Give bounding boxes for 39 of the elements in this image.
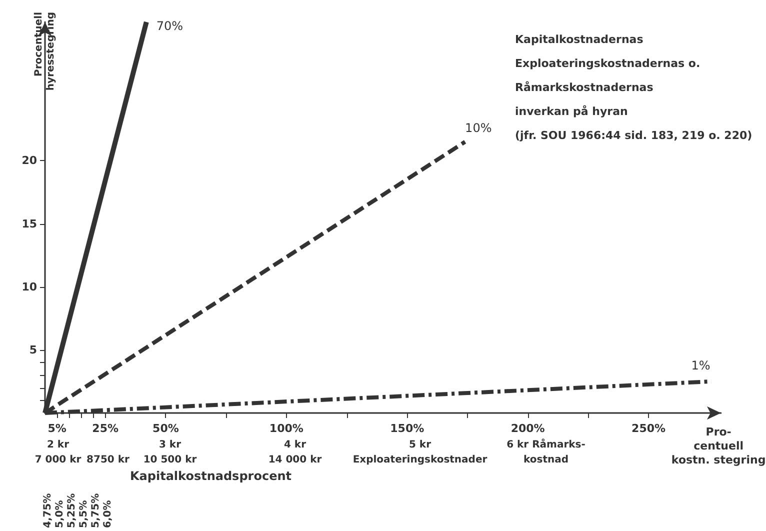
text: 3 kr <box>158 440 182 450</box>
x-tick-label: 100% <box>269 422 304 435</box>
text: 7 000 kr <box>34 454 82 466</box>
x-axis-title: Pro- centuell kostn. stegring <box>671 426 766 466</box>
x-tick-label: 5% <box>48 422 66 435</box>
text: 6,0% <box>102 500 114 528</box>
annotation: inverkan på hyran <box>515 105 628 118</box>
x-tick-label: 200% <box>510 422 545 435</box>
series-label: 10% <box>465 120 492 135</box>
x-tick-label: 150% <box>390 422 424 435</box>
x-tick-label: 50% <box>152 422 179 435</box>
text: 5 kr <box>408 440 432 450</box>
x-tick-label: 25% <box>92 422 119 435</box>
text: 5,0% <box>54 500 66 528</box>
y-tick-label: 20 <box>22 154 38 168</box>
text: kostnad <box>523 454 569 466</box>
x-tick-label: 250% <box>632 422 666 435</box>
series-label: 1% <box>691 358 710 372</box>
text: 14 000 kr <box>268 454 322 466</box>
annotation: Råmarkskostnadernas <box>515 81 654 94</box>
annotation: (jfr. SOU 1966:44 sid. 183, 219 o. 220) <box>515 129 752 142</box>
annotation: Exploateringskostnadernas o. <box>515 57 700 70</box>
text: 10 500 kr <box>143 454 197 466</box>
text: 4,75% <box>42 493 54 528</box>
y-tick-label: 5 <box>29 343 37 356</box>
y-tick-label: 10 <box>22 280 38 294</box>
text: 5,75% <box>90 493 102 528</box>
text: 5,25% <box>66 493 78 528</box>
text: 2 kr <box>46 440 70 450</box>
text: 6 kr Råmarks- <box>506 438 586 450</box>
text: 8750 kr <box>86 454 130 466</box>
text: 5,5% <box>78 500 90 528</box>
y-tick-label: 15 <box>22 217 37 230</box>
text: Exploateringskostnader <box>352 454 488 466</box>
text: 4 kr <box>284 440 306 450</box>
text: Kapitalkostnadsprocent <box>130 469 292 483</box>
series-label: 70% <box>156 19 184 33</box>
annotation: Kapitalkostnadernas <box>515 33 644 46</box>
y-axis-title: Procentuell hyresstegring <box>34 12 56 91</box>
